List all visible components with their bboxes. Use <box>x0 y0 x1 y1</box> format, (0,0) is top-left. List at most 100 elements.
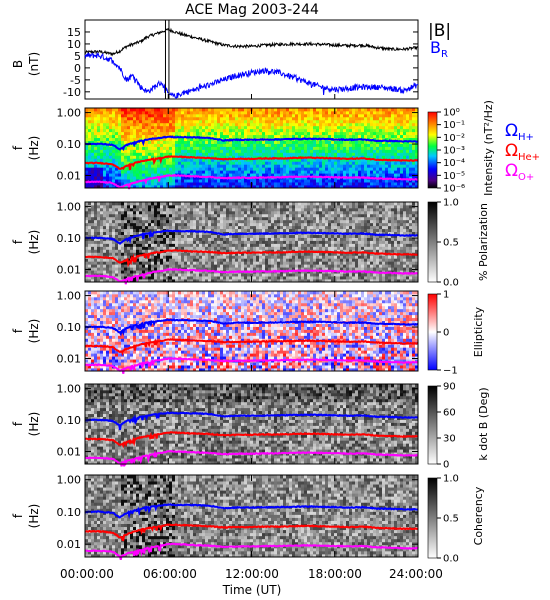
spectrogram-cell <box>397 161 401 165</box>
spectrogram-cell <box>166 243 170 247</box>
spectrogram-cell <box>106 216 110 221</box>
spectrogram-cell <box>286 213 290 218</box>
spectrogram-cell <box>241 267 245 271</box>
spectrogram-cell <box>229 249 233 253</box>
spectrogram-cell <box>220 225 224 230</box>
spectrogram-cell <box>232 185 236 189</box>
spectrogram-cell <box>220 122 224 127</box>
spectrogram-cell <box>124 273 128 277</box>
spectrogram-cell <box>145 116 149 121</box>
spectrogram-cell <box>379 161 383 165</box>
spectrogram-cell <box>265 279 269 283</box>
spectrogram-cell <box>211 128 215 133</box>
spectrogram-cell <box>229 179 233 183</box>
spectrogram-cell <box>241 179 245 183</box>
spectrogram-cell <box>247 146 251 150</box>
spectrogram-cell <box>277 146 281 150</box>
spectrogram-cell <box>124 202 128 206</box>
spectrogram-cell <box>274 122 278 127</box>
spectrogram-cell <box>196 279 200 283</box>
spectrogram-cell <box>313 161 317 165</box>
spectrogram-cell <box>97 202 101 206</box>
spectrogram-cell <box>190 158 194 162</box>
spectrogram-cell <box>259 234 263 238</box>
spectrogram-cell <box>388 152 392 156</box>
spectrogram-cell <box>106 137 110 141</box>
spectrogram-cell <box>214 261 218 265</box>
spectrogram-cell <box>337 146 341 150</box>
spectrogram-cell <box>112 119 116 124</box>
spectrogram-cell <box>334 158 338 162</box>
spectrogram-cell <box>286 225 290 230</box>
spectrogram-cell <box>94 110 98 115</box>
spectrogram-cell <box>340 161 344 165</box>
spectrogram-cell <box>259 219 263 224</box>
spectrogram-cell <box>175 258 179 262</box>
spectrogram-cell <box>319 134 323 139</box>
spectrogram-cell <box>262 173 266 177</box>
spectrogram-cell <box>265 234 269 238</box>
spectrogram-cell <box>121 116 125 121</box>
spectrogram-cell <box>235 185 239 189</box>
spectrogram-cell <box>292 240 296 244</box>
spectrogram-cell <box>268 125 272 130</box>
spectrogram-cell <box>118 222 122 227</box>
spectrogram-cell <box>331 179 335 183</box>
spectrogram-cell <box>202 225 206 230</box>
spectrogram-cell <box>238 240 242 244</box>
spectrogram-cell <box>88 243 92 247</box>
spectrogram-cell <box>280 140 284 144</box>
spectrogram-cell <box>244 119 248 124</box>
spectrogram-cell <box>97 113 101 118</box>
spectrogram-cell <box>163 137 167 141</box>
spectrogram-cell <box>391 173 395 177</box>
spectrogram-cell <box>367 134 371 139</box>
spectrogram-cell <box>112 116 116 121</box>
spectrogram-cell <box>196 225 200 230</box>
spectrogram-cell <box>94 125 98 130</box>
spectrogram-cell <box>214 273 218 277</box>
spectrogram-cell <box>169 149 173 153</box>
spectrogram-cell <box>109 116 113 121</box>
spectrogram-cell <box>97 246 101 250</box>
spectrogram-cell <box>88 276 92 280</box>
spectrogram-cell <box>412 161 416 165</box>
spectrogram-cell <box>154 125 158 130</box>
spectrogram-cell <box>109 185 113 189</box>
spectrogram-cell <box>115 246 119 250</box>
spectrogram-cell <box>373 116 377 121</box>
spectrogram-cell <box>172 122 176 127</box>
spectrogram-cell <box>127 225 131 230</box>
spectrogram-cell <box>106 249 110 253</box>
spectrogram-cell <box>88 222 92 227</box>
spectrogram-cell <box>211 110 215 115</box>
spectrogram-cell <box>184 185 188 189</box>
spectrogram-cell <box>172 140 176 144</box>
spectrogram-cell <box>133 170 137 174</box>
spectrogram-cell <box>283 279 287 283</box>
spectrogram-cell <box>388 161 392 165</box>
spectrogram-cell <box>208 273 212 277</box>
spectrogram-cell <box>379 119 383 124</box>
spectrogram-cell <box>157 134 161 139</box>
spectrogram-cell <box>172 131 176 136</box>
spectrogram-cell <box>262 110 266 115</box>
spectrogram-cell <box>370 128 374 133</box>
spectrogram-cell <box>229 243 233 247</box>
spectrogram-cell <box>139 279 143 283</box>
spectrogram-cell <box>211 134 215 139</box>
spectrogram-cell <box>256 222 260 227</box>
spectrogram-cell <box>256 276 260 280</box>
spectrogram-cell <box>337 131 341 136</box>
spectrogram-cell <box>112 243 116 247</box>
spectrogram-cell <box>223 202 227 206</box>
spectrogram-cell <box>124 213 128 218</box>
spectrogram-cell <box>154 155 158 159</box>
spectrogram-cell <box>310 161 314 165</box>
spectrogram-cell <box>247 185 251 189</box>
spectrogram-cell <box>415 164 419 168</box>
spectrogram-cell <box>136 237 140 241</box>
spectrogram-cell <box>214 202 218 206</box>
spectrogram-cell <box>256 125 260 130</box>
spectrogram-cell <box>298 173 302 177</box>
